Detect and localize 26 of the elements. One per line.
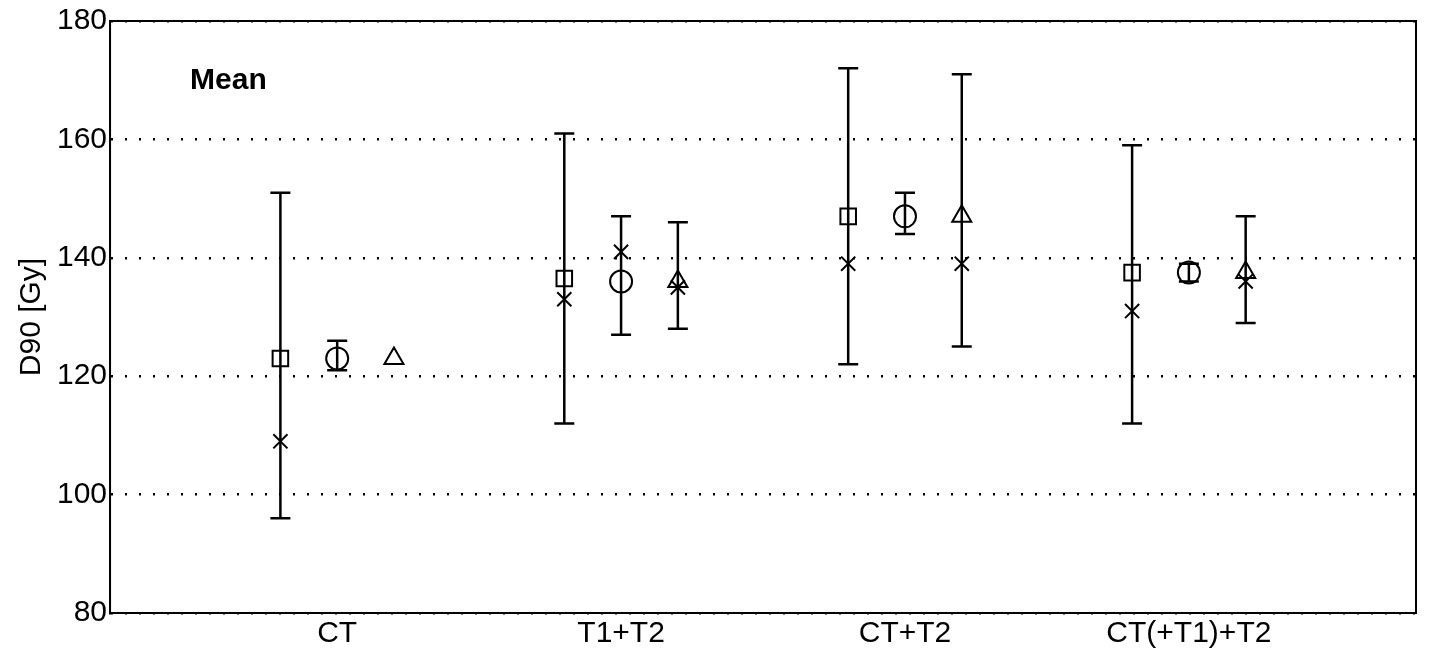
y-axis-title: D90 [Gy] xyxy=(13,257,47,377)
point xyxy=(892,204,917,229)
x-tick-label: CT(+T1)+T2 xyxy=(1106,615,1272,649)
point xyxy=(271,349,290,368)
point xyxy=(272,433,289,450)
y-tick-label: 160 xyxy=(56,120,108,154)
point xyxy=(613,243,630,260)
y-tick-label: 180 xyxy=(56,2,108,36)
y-tick-label: 80 xyxy=(73,594,108,628)
point xyxy=(556,291,573,308)
y-tick-label: 120 xyxy=(56,357,108,391)
point xyxy=(325,346,350,371)
x-tick-label: T1+T2 xyxy=(577,615,665,649)
point xyxy=(839,207,857,226)
point xyxy=(840,255,857,272)
point xyxy=(1123,263,1141,282)
x-tick-label: CT xyxy=(317,615,358,649)
y-tick-label: 100 xyxy=(56,475,108,509)
point xyxy=(609,269,634,294)
text: Mean xyxy=(190,62,267,96)
point xyxy=(1237,273,1254,290)
point xyxy=(555,269,574,288)
x-tick-label: CT+T2 xyxy=(858,615,952,649)
point xyxy=(953,255,970,272)
y-tick-label: 140 xyxy=(56,239,108,273)
point xyxy=(1124,303,1141,320)
